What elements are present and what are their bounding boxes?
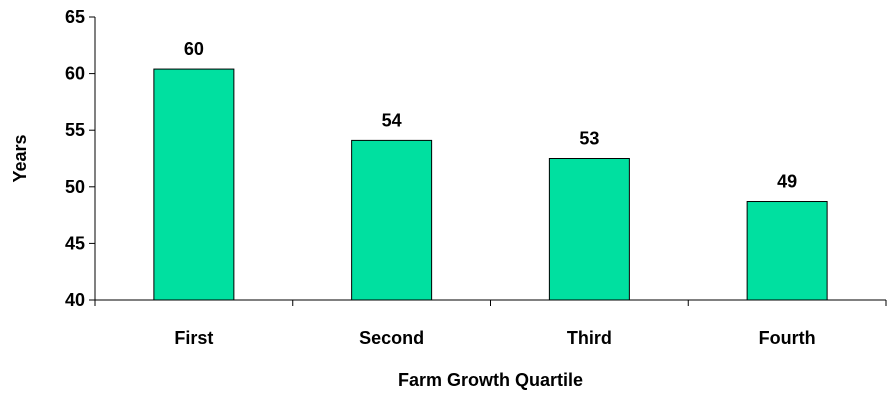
data-label: 53	[579, 129, 599, 149]
y-tick-label: 65	[65, 7, 85, 27]
x-tick-label: Fourth	[759, 328, 816, 348]
y-tick-label: 60	[65, 64, 85, 84]
x-axis-ticks: First Second Third Fourth	[94, 300, 887, 348]
bar-second	[351, 139, 433, 301]
bars	[153, 68, 828, 301]
y-axis-ticks: 40 45 50 55 60 65	[65, 7, 95, 310]
data-labels: 60 54 53 49	[184, 39, 797, 191]
bar-first	[153, 68, 235, 301]
x-tick-label: First	[174, 328, 213, 348]
data-label: 49	[777, 172, 797, 192]
x-tick-label: Second	[359, 328, 424, 348]
y-tick-label: 40	[65, 290, 85, 310]
y-axis-title: Years	[10, 134, 30, 182]
data-label: 54	[382, 110, 402, 130]
x-tick-label: Third	[567, 328, 612, 348]
y-tick-label: 50	[65, 177, 85, 197]
y-tick-label: 45	[65, 233, 85, 253]
data-label: 60	[184, 39, 204, 59]
bar-fourth	[746, 201, 828, 301]
y-tick-label: 55	[65, 120, 85, 140]
x-axis-title: Farm Growth Quartile	[398, 370, 583, 390]
bar-third	[548, 158, 630, 301]
